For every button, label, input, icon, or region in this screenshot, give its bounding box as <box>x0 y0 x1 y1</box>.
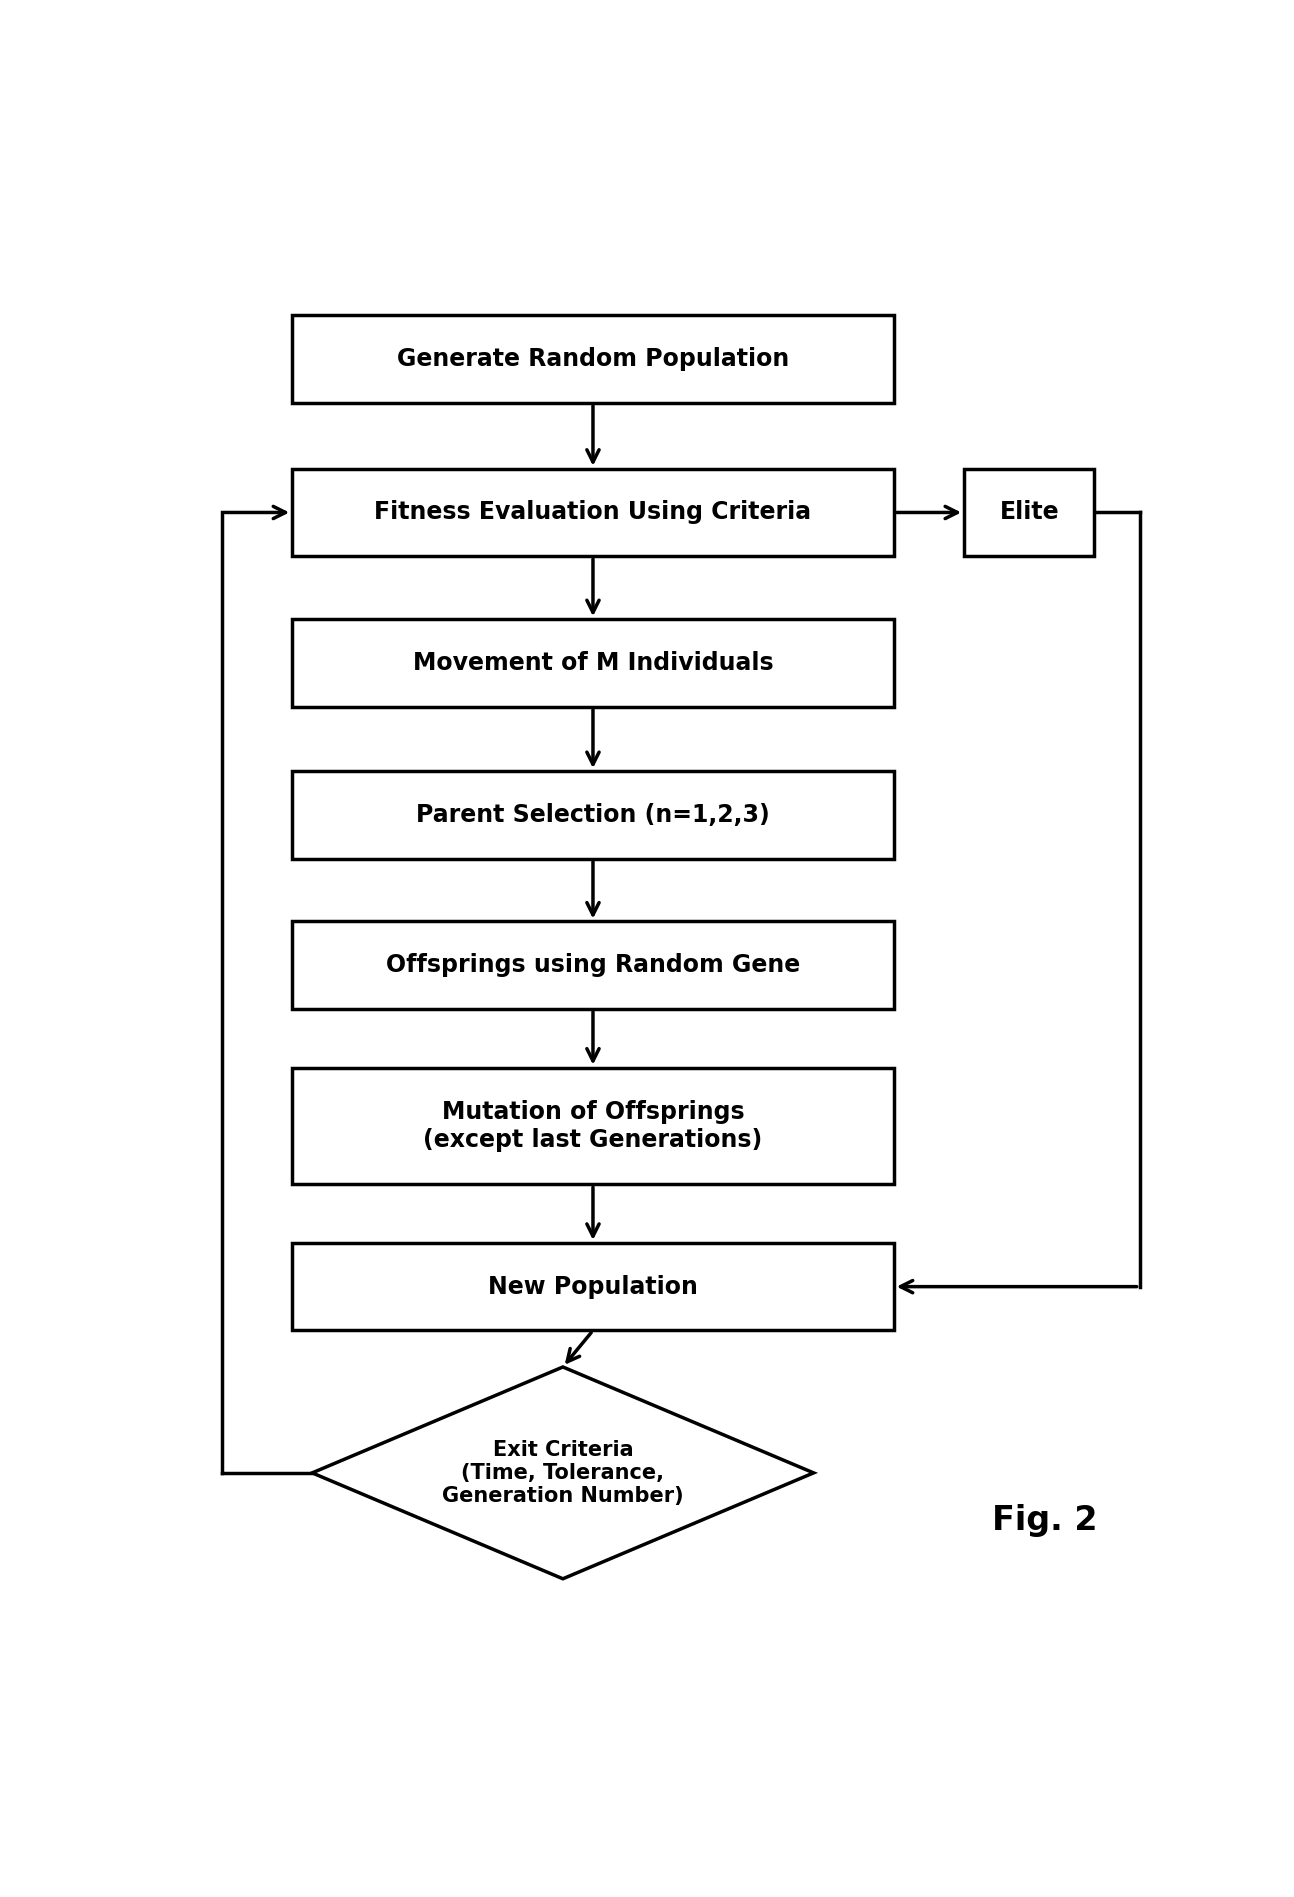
FancyBboxPatch shape <box>292 469 894 556</box>
FancyBboxPatch shape <box>292 1068 894 1184</box>
FancyBboxPatch shape <box>292 770 894 859</box>
FancyBboxPatch shape <box>292 922 894 1009</box>
Text: Parent Selection (n=1,2,3): Parent Selection (n=1,2,3) <box>417 802 770 827</box>
Polygon shape <box>312 1368 814 1578</box>
FancyBboxPatch shape <box>964 469 1095 556</box>
Text: Elite: Elite <box>999 501 1058 524</box>
Text: Generate Random Population: Generate Random Population <box>397 347 789 372</box>
FancyBboxPatch shape <box>292 1243 894 1330</box>
Text: Offsprings using Random Gene: Offsprings using Random Gene <box>386 954 800 977</box>
FancyBboxPatch shape <box>292 618 894 708</box>
Text: Fitness Evaluation Using Criteria: Fitness Evaluation Using Criteria <box>374 501 811 524</box>
Text: Movement of M Individuals: Movement of M Individuals <box>413 651 774 675</box>
Text: Fig. 2: Fig. 2 <box>991 1504 1097 1537</box>
Text: Exit Criteria
(Time, Tolerance,
Generation Number): Exit Criteria (Time, Tolerance, Generati… <box>443 1440 683 1506</box>
Text: Mutation of Offsprings
(except last Generations): Mutation of Offsprings (except last Gene… <box>423 1100 762 1151</box>
FancyBboxPatch shape <box>292 315 894 402</box>
Text: New Population: New Population <box>488 1275 697 1299</box>
